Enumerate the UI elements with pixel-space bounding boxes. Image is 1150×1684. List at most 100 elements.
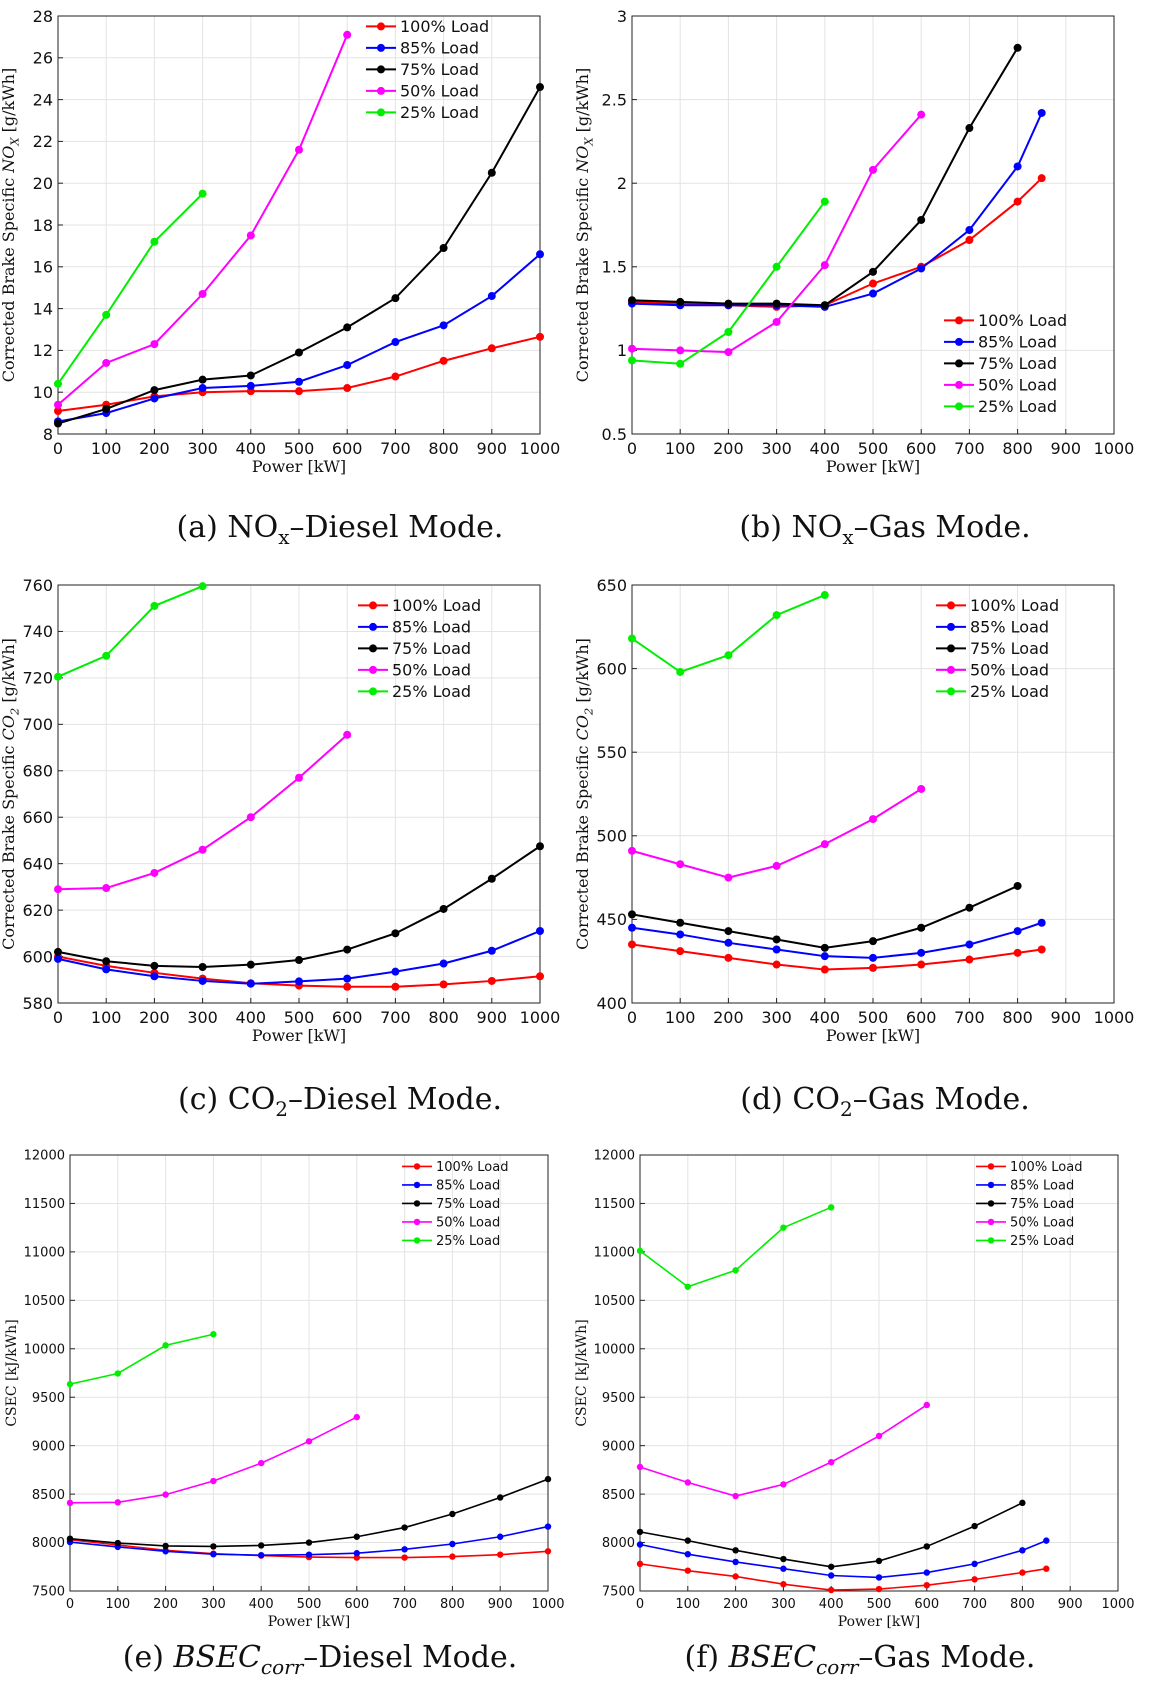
data-point-75 (1019, 1499, 1026, 1507)
x-tick-label: 0 (53, 439, 63, 458)
y-tick-label: 9500 (602, 1391, 635, 1406)
data-point-100 (684, 1567, 691, 1574)
data-point-25 (150, 601, 159, 610)
data-point-85 (971, 1560, 978, 1568)
x-tick-label: 200 (713, 1008, 744, 1027)
chart-b: 0 100 200 300 400 500 600 700 800 900 1000 0.5 1 1.5 2… (573, 7, 1134, 476)
data-point-25 (628, 634, 636, 643)
series-line-85 (639, 1539, 1047, 1579)
data-point-85 (150, 394, 159, 403)
data-point-85 (295, 377, 303, 386)
y-tick-label: 14 (33, 299, 53, 318)
data-point-85 (150, 972, 159, 981)
data-point-50 (198, 845, 207, 854)
data-point-85 (965, 940, 974, 949)
data-point-85 (684, 1550, 691, 1558)
caption-b-suffix: –Gas Mode. (853, 510, 1031, 545)
legend-label-100: 100% Load (1010, 1160, 1082, 1175)
data-point-75 (150, 961, 159, 970)
legend-marker-85 (947, 622, 955, 631)
data-point-50 (772, 317, 781, 326)
y-tick-label: 11000 (24, 1246, 65, 1261)
y-tick-label: 9000 (32, 1439, 65, 1454)
x-tick-label: 800 (428, 1008, 459, 1027)
data-point-75 (391, 294, 400, 303)
data-point-85 (391, 338, 400, 347)
legend-label-75: 75% Load (400, 60, 479, 79)
x-tick-label: 700 (962, 1597, 987, 1612)
x-axis-label: Power [kW] (252, 457, 346, 476)
caption-c: (c) CO2–Diesel Mode. (120, 1082, 560, 1121)
data-point-100 (343, 384, 352, 393)
x-tick-label: 300 (201, 1597, 226, 1612)
data-point-75 (1013, 43, 1022, 52)
data-point-75 (497, 1494, 504, 1501)
y-tick-label: 8500 (32, 1488, 65, 1503)
chart-panel-f: 0 100 200 300 400 500 600 700 800 900 1000 7500 8000… (570, 1135, 1150, 1630)
x-tick-label: 0 (627, 1008, 637, 1027)
data-point-75 (162, 1542, 169, 1550)
x-tick-label: 600 (906, 439, 937, 458)
legend-marker-100 (955, 316, 963, 325)
data-point-75 (210, 1543, 217, 1550)
data-point-75 (684, 1537, 691, 1544)
legend-label-50: 50% Load (970, 661, 1049, 680)
data-point-85 (487, 292, 496, 301)
data-point-75 (246, 371, 255, 380)
x-tick-label: 800 (428, 439, 459, 458)
legend-label-50: 50% Load (436, 1216, 500, 1231)
y-tick-label: 760 (22, 576, 53, 595)
legend-label-25: 25% Load (978, 397, 1057, 416)
data-point-50 (66, 1499, 74, 1507)
data-point-50 (343, 30, 352, 39)
x-tick-label: 300 (187, 439, 218, 458)
data-point-100 (487, 344, 496, 353)
data-point-75 (258, 1542, 265, 1549)
y-tick-label: 12000 (24, 1149, 65, 1164)
data-point-100 (1037, 174, 1046, 183)
data-point-75 (439, 904, 448, 913)
data-point-100 (449, 1553, 456, 1560)
y-tick-label: 580 (22, 994, 53, 1013)
x-tick-label: 800 (1002, 439, 1033, 458)
y-tick-label: 11500 (594, 1197, 635, 1212)
data-point-100 (1019, 1569, 1026, 1576)
y-tick-label: 16 (33, 258, 53, 277)
series-line-85 (631, 921, 1043, 959)
data-point-50 (353, 1413, 360, 1421)
x-tick-label: 200 (139, 439, 170, 458)
y-tick-label: 8 (43, 425, 53, 444)
data-point-100 (54, 407, 62, 416)
data-point-85 (676, 930, 685, 939)
data-point-25 (820, 591, 829, 600)
legend-marker-50 (947, 665, 955, 674)
data-point-100 (636, 1560, 644, 1568)
legend-label-75: 75% Load (970, 639, 1049, 658)
data-point-100 (828, 1586, 835, 1594)
data-point-75 (391, 929, 400, 938)
data-point-85 (246, 979, 255, 988)
caption-f-suffix: –Gas Mode. (858, 1640, 1036, 1675)
y-axis-label: CSEC [kJ/kWh] (574, 1319, 590, 1426)
data-point-50 (676, 346, 685, 355)
y-tick-label: 24 (33, 90, 53, 109)
data-point-75 (923, 1543, 930, 1550)
data-point-50 (150, 340, 159, 349)
x-tick-label: 100 (665, 439, 696, 458)
data-point-100 (439, 980, 448, 989)
data-point-100 (497, 1551, 504, 1558)
data-point-85 (772, 945, 781, 954)
x-tick-label: 200 (723, 1597, 748, 1612)
y-tick-label: 680 (22, 762, 53, 781)
legend-label-75: 75% Load (978, 354, 1057, 373)
data-point-50 (114, 1499, 122, 1506)
y-tick-label: 10500 (24, 1294, 65, 1309)
plot-frame (57, 584, 541, 1004)
data-point-25 (198, 582, 207, 591)
caption-e-sub: corr (260, 1655, 304, 1679)
data-point-75 (487, 874, 496, 883)
x-tick-label: 400 (236, 439, 267, 458)
y-tick-label: 8000 (32, 1536, 65, 1551)
data-point-100 (1013, 948, 1022, 957)
data-point-100 (971, 1576, 978, 1583)
